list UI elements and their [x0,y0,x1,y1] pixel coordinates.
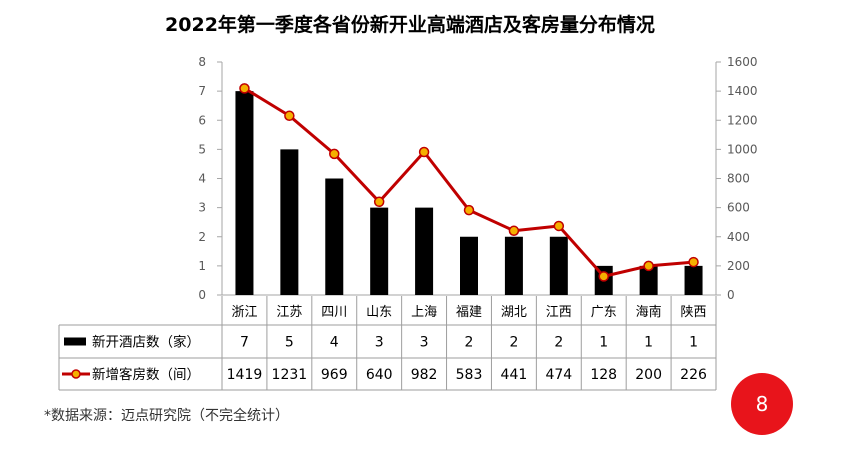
bar [639,265,658,295]
data-label: 2 [554,335,563,351]
line-marker [553,220,565,232]
data-label: 474 [545,367,572,383]
data-label: 128 [590,367,617,383]
left-tick-label: 5 [198,142,206,156]
data-label: 583 [456,367,483,383]
category-label: 四川 [321,305,347,320]
bar [325,178,344,295]
line-marker [239,83,250,94]
line-marker [643,260,654,272]
legend-key-marker [71,369,81,379]
data-label: 982 [411,367,438,383]
source-note: *数据来源：迈点研究院（不完全统计） [44,407,289,424]
category-label: 上海 [411,305,437,320]
left-tick-label: 2 [198,230,206,244]
data-label: 7 [240,335,249,351]
bar [370,207,389,295]
data-table: 浙江 江苏 四川 山东 上海 福建 湖北 江西 广东 海南 陕西 7 5 4 3 3 2 2 2 1 1 1 1419 123… [58,296,717,391]
data-label: 200 [635,367,662,383]
legend-key-bar [64,337,86,346]
line-marker [329,148,340,160]
bar [549,236,568,295]
right-tick-label: 400 [727,230,750,244]
left-tick-label: 3 [198,201,206,215]
category-label: 陕西 [681,305,707,320]
left-tick-label: 6 [198,113,206,127]
data-label: 5 [285,335,294,351]
left-tick-label: 7 [198,84,206,98]
data-label: 441 [501,367,528,383]
left-tick-label: 0 [198,288,206,302]
right-tick-label: 0 [727,288,735,302]
data-label: 1 [689,335,698,351]
left-tick-label: 8 [198,55,206,69]
right-tick-label: 1600 [727,55,758,69]
page-number: 8 [756,392,769,416]
category-label: 山东 [366,305,392,320]
category-label: 江西 [546,305,572,320]
data-label: 2 [509,335,518,351]
data-label: 226 [680,367,707,383]
page-badge-circle [731,373,793,435]
category-label: 广东 [591,305,617,320]
category-label: 福建 [456,305,482,320]
page-badge: 8 [731,373,793,435]
right-tick-label: 600 [727,201,750,215]
data-label: 2 [465,335,474,351]
data-label: 1419 [227,367,263,383]
bar [280,149,299,295]
data-label: 1 [599,335,608,351]
line-marker [284,110,295,121]
line-marker [598,271,609,282]
data-label: 969 [321,367,348,383]
line-marker [373,196,385,208]
data-label: 4 [330,335,339,351]
bar [235,91,254,295]
line-series [239,83,699,282]
line-marker [418,146,430,158]
line-marker [508,225,520,237]
data-label: 1231 [272,367,308,383]
bar [504,236,523,295]
right-tick-label: 1000 [727,142,758,156]
legend-label: 新开酒店数（家） [92,334,200,351]
right-tick-label: 800 [727,172,750,186]
data-label: 1 [644,335,653,351]
category-label: 江苏 [276,304,302,320]
left-tick-label: 1 [198,259,206,273]
bar [415,207,434,295]
bar [684,265,703,295]
category-label: 浙江 [231,305,257,320]
right-tick-label: 1200 [727,113,758,127]
data-label: 3 [375,335,384,351]
bar [460,236,478,295]
chart-title: 2022年第一季度各省份新开业高端酒店及客房量分布情况 [165,13,655,36]
axes: 0 1 2 3 4 5 6 7 8 0 200 400 600 800 1000 1200 1400 1600 [198,55,757,302]
right-tick-label: 1400 [727,84,758,98]
data-label: 3 [420,335,429,351]
left-tick-label: 4 [198,172,206,186]
legend-label: 新增客房数（间） [92,366,200,383]
data-label: 640 [366,367,393,383]
line-marker [688,256,699,268]
line-marker [463,204,475,216]
right-tick-label: 200 [727,259,750,273]
category-label: 湖北 [501,305,527,320]
category-label: 海南 [636,304,662,320]
bar-series [235,91,703,295]
